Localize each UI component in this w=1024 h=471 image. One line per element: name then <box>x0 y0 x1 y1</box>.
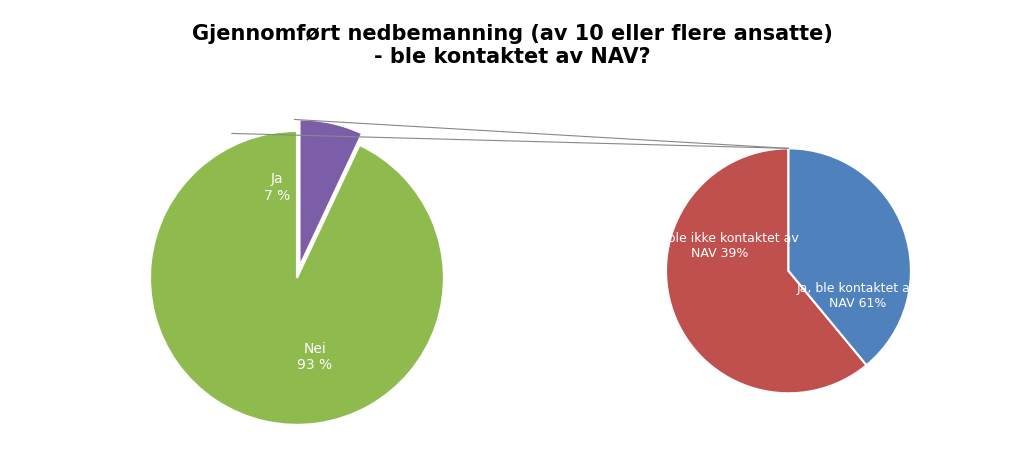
Text: Nei, ble ikke kontaktet av
NAV 39%: Nei, ble ikke kontaktet av NAV 39% <box>639 232 799 260</box>
Text: Ja, ble kontaktet av
NAV 61%: Ja, ble kontaktet av NAV 61% <box>797 282 919 310</box>
Wedge shape <box>788 148 911 365</box>
Text: Nei
93 %: Nei 93 % <box>297 341 332 372</box>
Wedge shape <box>150 131 444 425</box>
Wedge shape <box>300 120 362 267</box>
Text: Gjennomført nedbemanning (av 10 eller flere ansatte)
- ble kontaktet av NAV?: Gjennomført nedbemanning (av 10 eller fl… <box>191 24 833 67</box>
Text: Ja
7 %: Ja 7 % <box>263 172 290 203</box>
Wedge shape <box>666 148 866 393</box>
